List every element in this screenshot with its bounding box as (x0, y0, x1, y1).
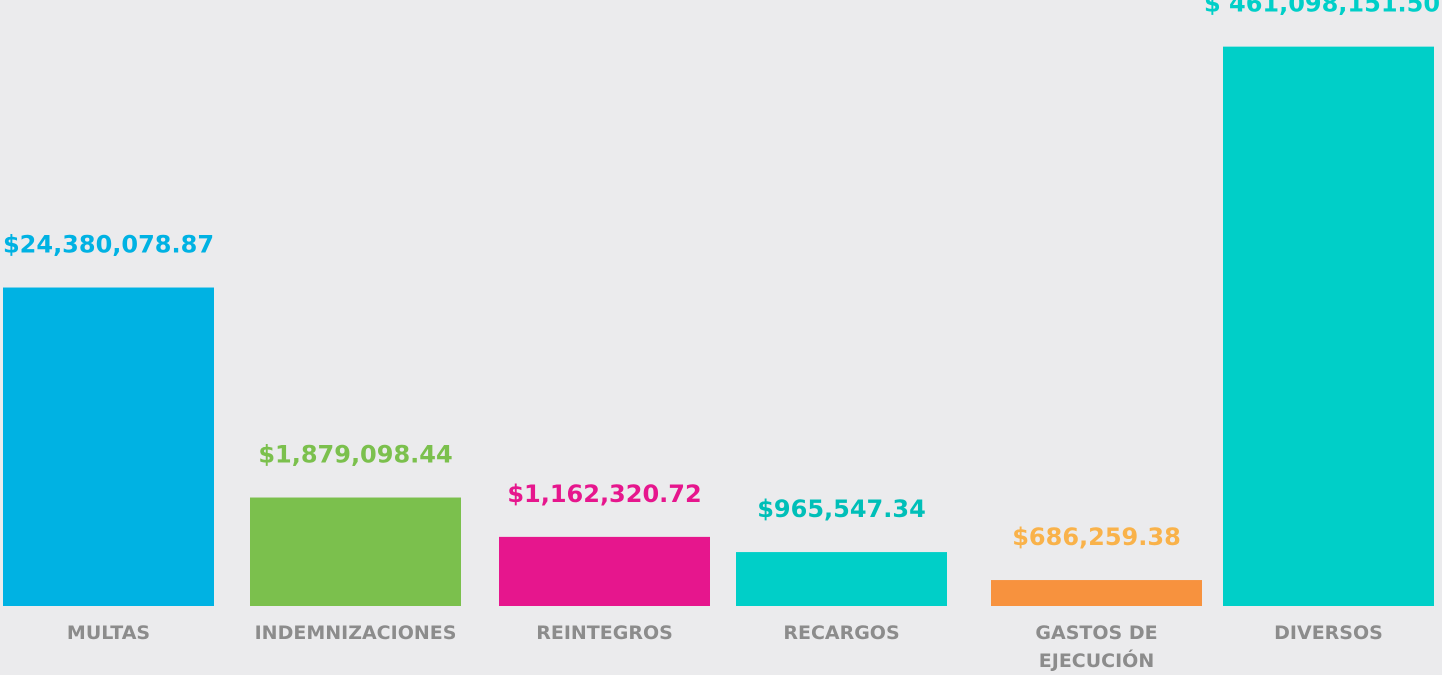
category-label: DIVERSOS (1209, 619, 1442, 647)
category-label: INDEMNIZACIONES (236, 619, 476, 647)
value-label: $965,547.34 (757, 495, 926, 523)
bar (1223, 47, 1434, 606)
bar (3, 288, 214, 606)
bar (991, 580, 1202, 606)
bar (250, 498, 461, 606)
value-label: $1,879,098.44 (258, 441, 452, 469)
category-label: MULTAS (0, 619, 229, 647)
bar (499, 537, 710, 606)
category-label: REINTEGROS (485, 619, 725, 647)
category-label: RECARGOS (722, 619, 962, 647)
value-label: $24,380,078.87 (3, 231, 214, 259)
value-label: $1,162,320.72 (507, 480, 701, 508)
bar (736, 552, 947, 606)
value-label: $686,259.38 (1012, 523, 1181, 551)
value-label: $ 461,098,151.50 (1204, 0, 1440, 18)
category-label: GASTOS DE EJECUCIÓN (1017, 619, 1177, 675)
